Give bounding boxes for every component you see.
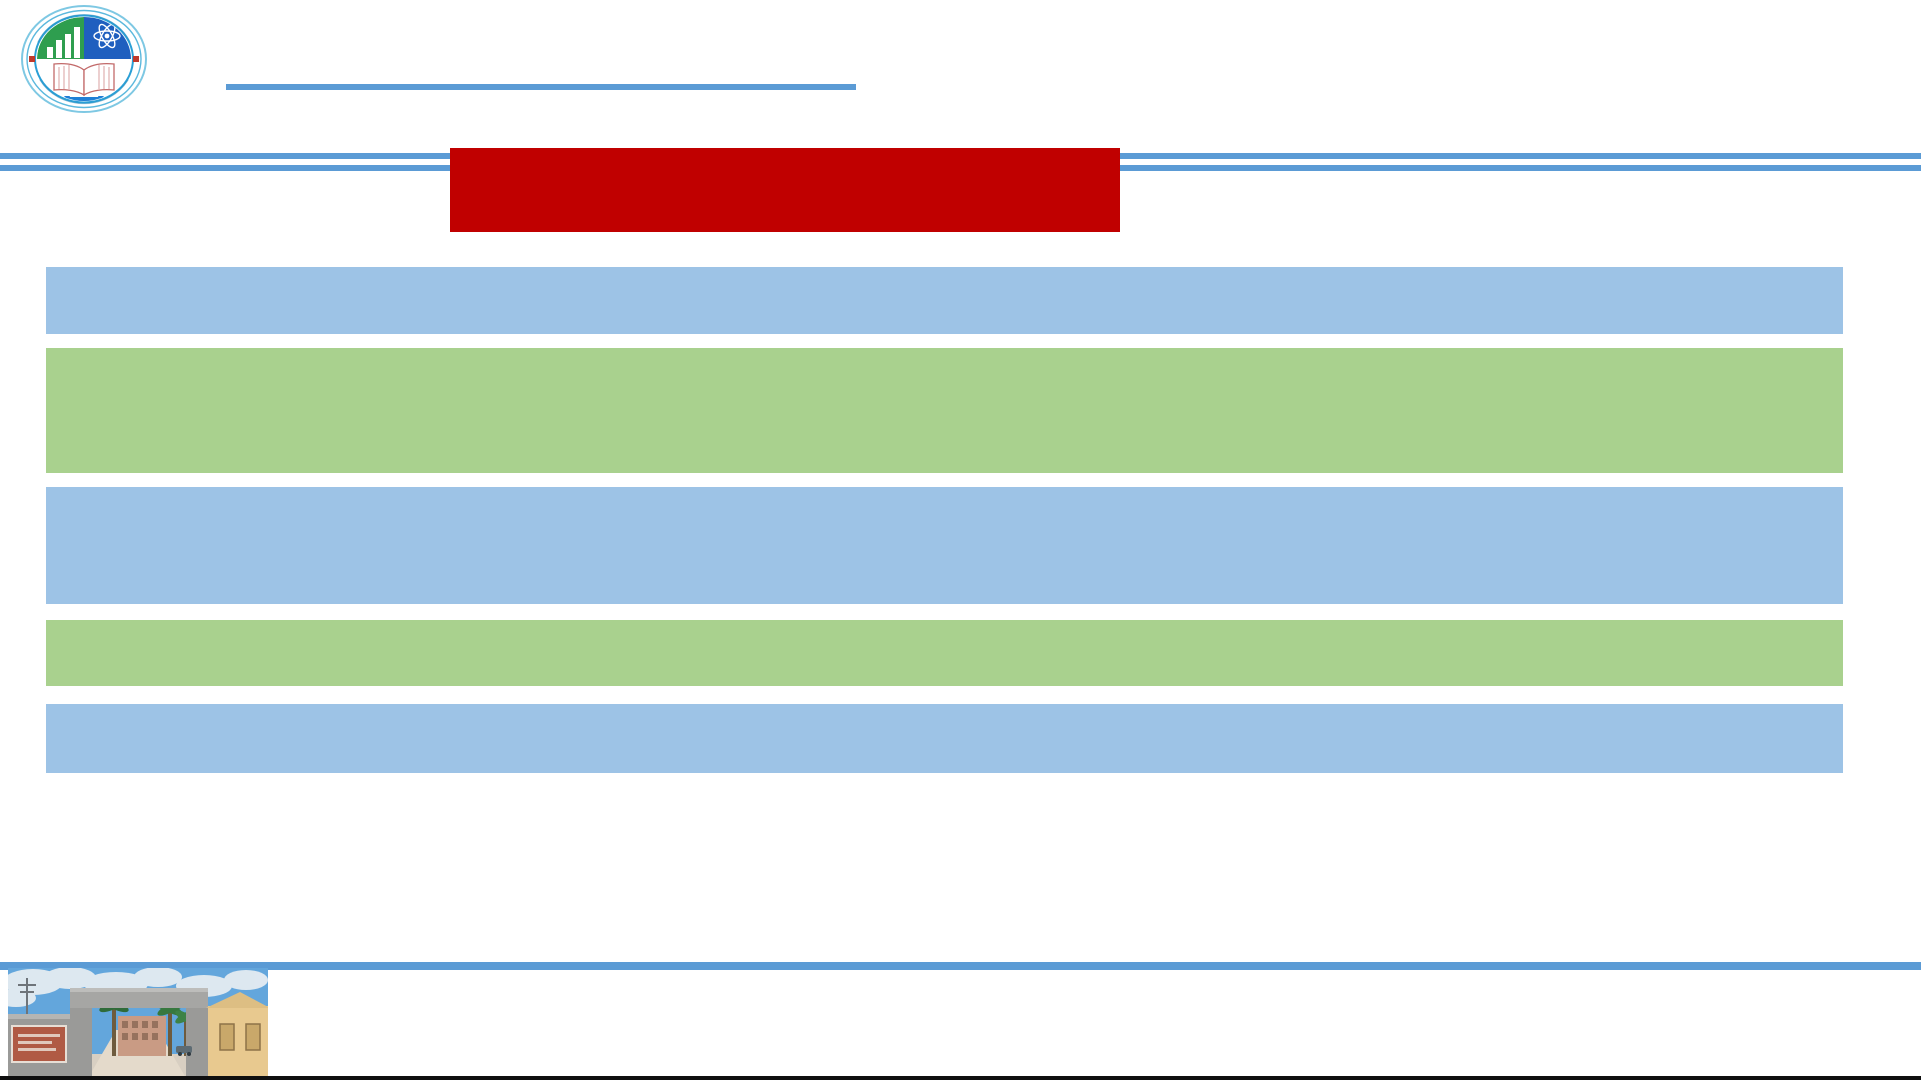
campus-gate-photo [8, 968, 268, 1078]
content-row [46, 487, 1843, 604]
content-row [46, 348, 1843, 473]
content-row [46, 704, 1843, 773]
footer-baseline-left [0, 1076, 268, 1080]
slide-title-banner [450, 148, 1120, 232]
school-seal-logo-icon [14, 4, 154, 116]
footer-baseline [268, 1076, 1921, 1080]
content-row [46, 267, 1843, 334]
footer-text [286, 1000, 1786, 1048]
content-row [46, 620, 1843, 686]
header-underline-rule [226, 84, 856, 90]
footer-separator-rule [0, 962, 1921, 970]
